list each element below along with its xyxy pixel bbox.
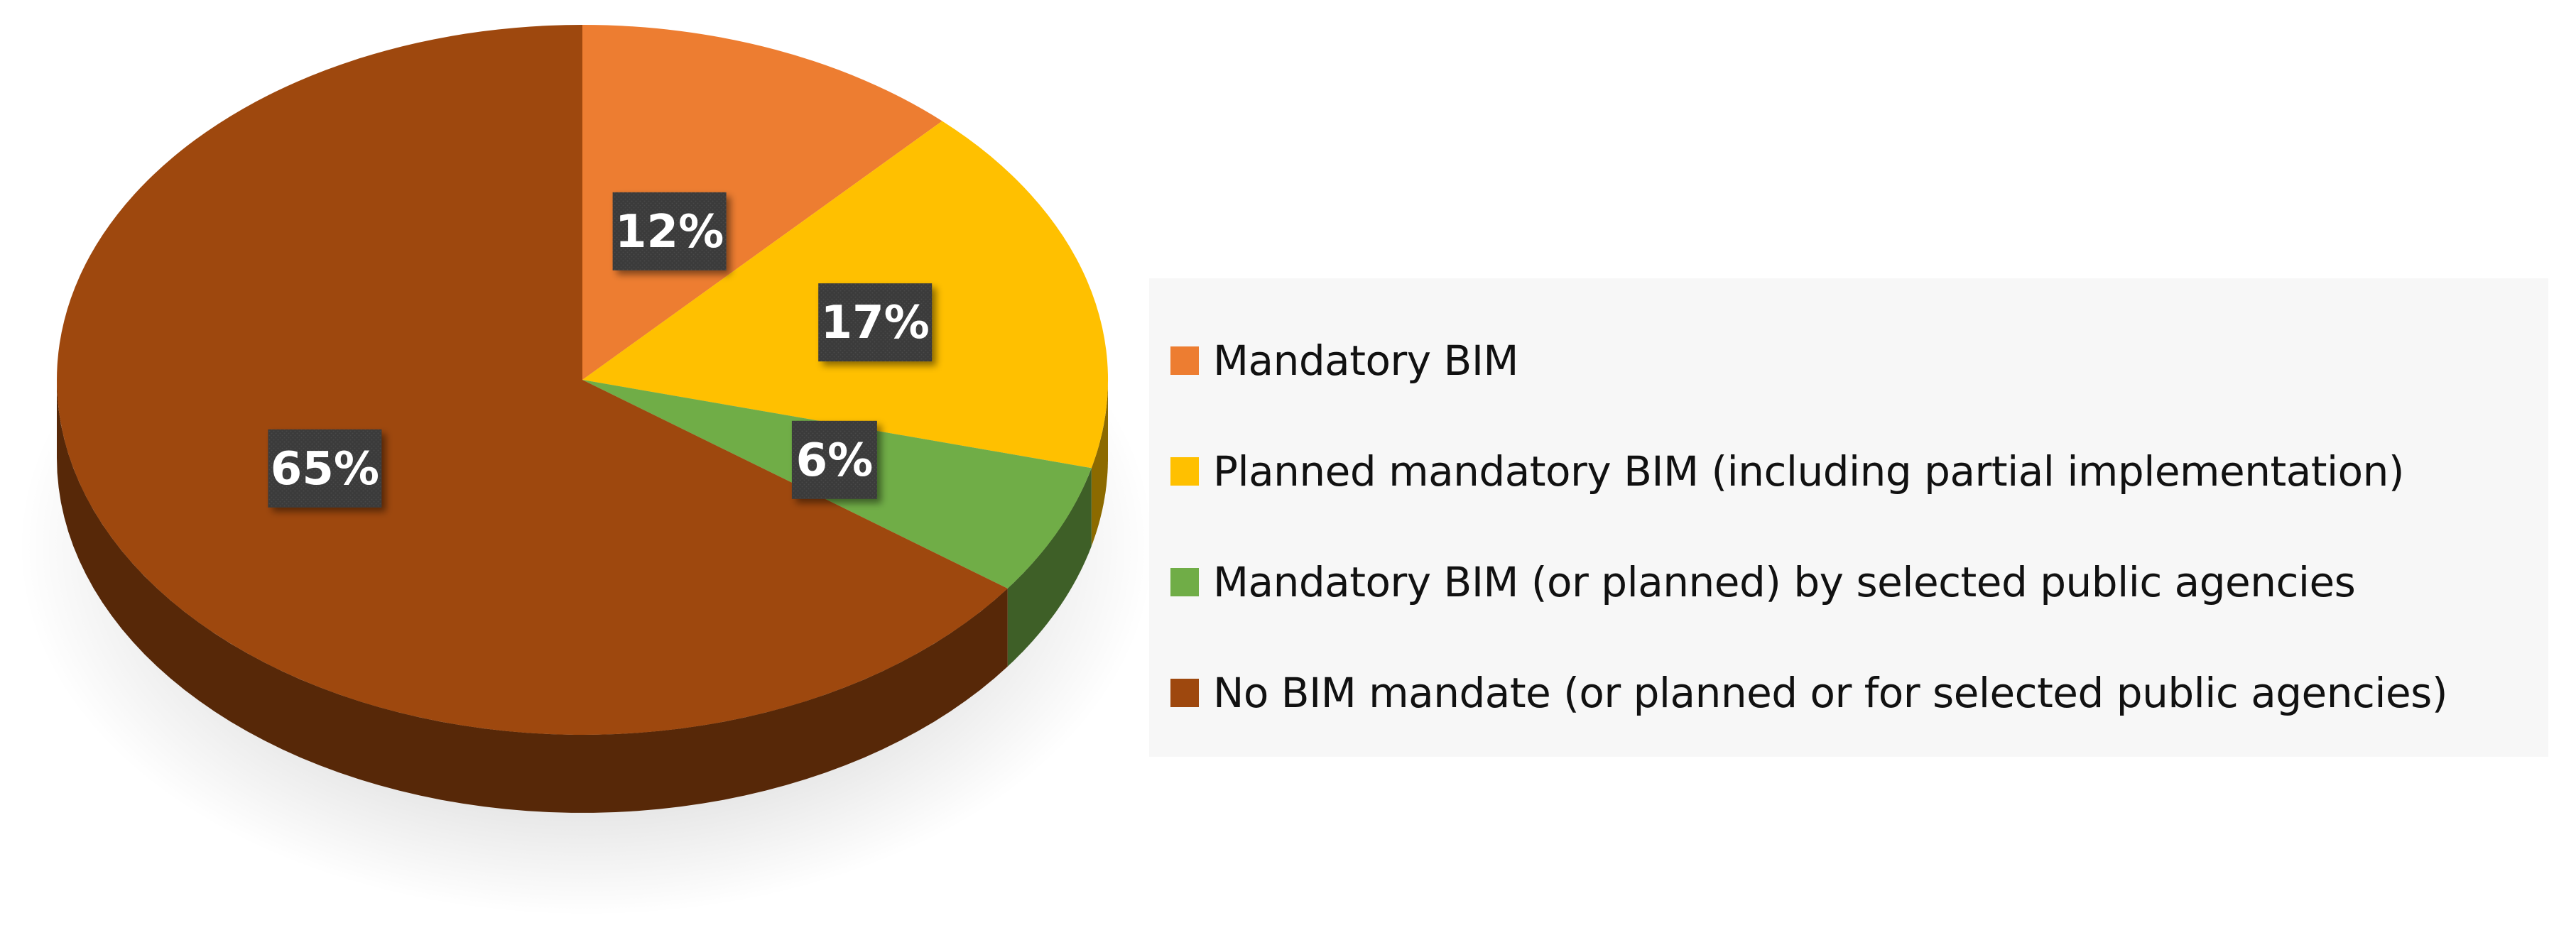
data-label-text: 17% <box>821 297 930 349</box>
data-label-box <box>818 283 933 362</box>
pie-slice-3 <box>57 25 1008 735</box>
data-label-0: 12% <box>612 192 727 270</box>
legend-item-mandatory-bim: Mandatory BIM <box>1170 301 2548 420</box>
data-label-1: 17% <box>818 283 933 362</box>
legend-label: Planned mandatory BIM (including partial… <box>1213 447 2405 496</box>
legend-swatch <box>1170 679 1199 707</box>
data-label-box <box>268 429 382 508</box>
pie-sides <box>57 380 1108 813</box>
data-label-3: 65% <box>268 429 382 508</box>
data-label-box <box>612 192 727 270</box>
legend: Mandatory BIM Planned mandatory BIM (inc… <box>1149 278 2548 757</box>
pie-plot-area: 12% 17% 6% 65% <box>18 25 1155 916</box>
pie-side-2 <box>1007 468 1092 667</box>
data-label-text: 12% <box>615 206 724 258</box>
pie-tops <box>57 25 1109 735</box>
data-label-text: 65% <box>271 443 379 496</box>
legend-item-no-bim-mandate: No BIM mandate (or planned or for select… <box>1170 633 2548 753</box>
pie-side-1 <box>1091 380 1108 547</box>
legend-label: No BIM mandate (or planned or for select… <box>1213 669 2448 717</box>
legend-item-selected-agencies: Mandatory BIM (or planned) by selected p… <box>1170 523 2548 642</box>
pie-slice-0 <box>582 25 942 380</box>
data-label-text: 6% <box>796 434 874 487</box>
legend-swatch <box>1170 346 1199 375</box>
pie-side-3 <box>57 380 1008 813</box>
legend-swatch <box>1170 457 1199 486</box>
pie-data-labels: 12% 17% 6% 65% <box>268 192 933 508</box>
legend-label: Mandatory BIM <box>1213 337 1518 385</box>
legend-swatch <box>1170 568 1199 596</box>
data-label-box <box>791 420 877 499</box>
legend-label: Mandatory BIM (or planned) by selected p… <box>1213 558 2356 606</box>
legend-item-planned-mandatory-bim: Planned mandatory BIM (including partial… <box>1170 412 2548 531</box>
data-label-2: 6% <box>791 420 877 499</box>
